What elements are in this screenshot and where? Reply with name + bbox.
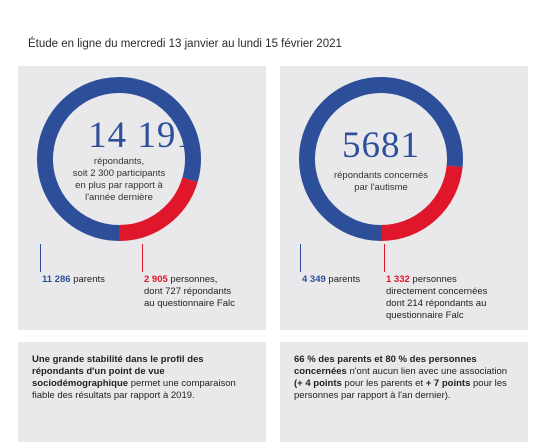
note-text: pour les parents et [341, 378, 426, 389]
parents-leader-line [300, 244, 301, 272]
persons-leader-line [142, 244, 143, 272]
parents-value: 4 349 [302, 274, 326, 285]
donut-slice-persons [380, 165, 463, 241]
parents-label: 11 286 parents [42, 274, 105, 286]
donut-slice-parents [299, 77, 463, 241]
parents-text: parents [73, 274, 105, 285]
panel-autism-respondents: 5681 répondants concernés par l'autisme … [280, 66, 528, 330]
parents-leader-line [40, 244, 41, 272]
persons-line: questionnaire Falc [386, 310, 464, 321]
autism-respondents-value: 5681 [342, 125, 420, 166]
total-respondents-value: 14 191 [88, 115, 196, 156]
donut-chart-autism [299, 77, 463, 241]
persons-value: 1 332 [386, 274, 410, 285]
subtitle-line: l'année dernière [85, 192, 153, 203]
persons-value: 2 905 [144, 274, 168, 285]
subtitle-line: répondants concernés [333, 170, 428, 181]
persons-label: 1 332 personnes directement concernées d… [386, 274, 487, 322]
subtitle-line: répondants, [93, 156, 145, 167]
note-bold: Une grande stabilité dans le profil des … [32, 354, 204, 389]
panel-total-respondents: 14 191 répondants, soit 2 300 participan… [18, 66, 266, 330]
parents-value: 11 286 [42, 274, 71, 285]
note-association: 66 % des parents et 80 % des personnes c… [280, 342, 528, 442]
subtitle-line: soit 2 300 participants [72, 168, 166, 179]
note-stability: Une grande stabilité dans le profil des … [18, 342, 266, 442]
persons-line: 2 905 personnes, [144, 274, 235, 286]
subtitle-line: par l'autisme [354, 182, 408, 193]
persons-line: directement concernées [386, 286, 488, 297]
note-text: permet une comparaison fiable des résult… [32, 378, 236, 401]
note-bold: (+ 4 points [294, 378, 342, 389]
study-period-header: Étude en ligne du mercredi 13 janvier au… [28, 38, 342, 50]
persons-line: au questionnaire Falc [144, 298, 235, 309]
note-bold: 66 % des parents et 80 % des personnes c… [294, 354, 477, 377]
persons-line: dont 214 répondants au [386, 298, 487, 309]
note-text: pour les personnes par rapport à l'an de… [294, 378, 507, 401]
donut-slice-parents [37, 77, 201, 241]
subtitle-line: en plus par rapport à [75, 180, 163, 191]
persons-line: dont 727 répondants [144, 286, 232, 297]
parents-label: 4 349 parents [302, 274, 360, 286]
parents-text: parents [328, 274, 361, 285]
note-text: n'ont aucun lien avec une association [346, 366, 508, 377]
persons-text: personnes, [170, 274, 218, 285]
persons-text: personnes [412, 274, 457, 285]
persons-leader-line [384, 244, 385, 272]
donut-chart-total [37, 77, 201, 241]
autism-respondents-subtitle: répondants concernés par l'autisme [296, 170, 466, 194]
persons-label: 2 905 personnes, dont 727 répondants au … [144, 274, 235, 310]
persons-line: 1 332 personnes [386, 274, 487, 286]
note-bold: + 7 points [425, 378, 471, 389]
donut-slice-persons [118, 177, 198, 241]
total-respondents-subtitle: répondants, soit 2 300 participants en p… [34, 156, 204, 204]
